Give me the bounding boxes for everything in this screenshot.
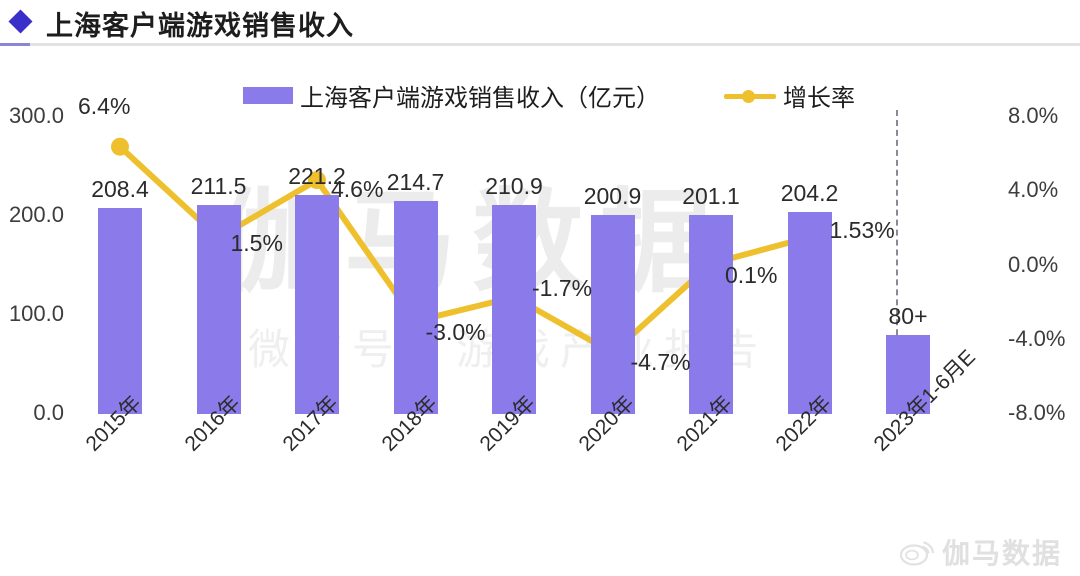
legend-swatch-bar-icon [243, 87, 293, 104]
brand-name: 伽马数据 [942, 538, 1063, 569]
y-axis-tick-left: 100.0 [8, 301, 64, 326]
growth-rate-label: 6.4% [78, 92, 131, 119]
bar-value-label: 204.2 [780, 179, 839, 206]
growth-rate-label: 0.1% [725, 261, 778, 288]
growth-rate-label: 1.5% [230, 229, 283, 256]
header-divider-accent [0, 43, 30, 46]
y-axis-tick-right: -4.0% [1008, 325, 1066, 351]
legend-label-line: 增长率 [783, 85, 855, 112]
bar[interactable] [98, 207, 142, 414]
y-axis-tick-right: 0.0% [1008, 251, 1059, 277]
y-axis-tick-left: 0.0 [33, 400, 64, 425]
bar-value-label: 211.5 [190, 172, 247, 199]
bar-value-label: 214.7 [386, 169, 445, 196]
legend-item-line[interactable]: 增长率 [724, 78, 855, 113]
bar[interactable] [787, 211, 832, 414]
y-axis-tick-left: 200.0 [8, 202, 64, 227]
growth-rate-label: 1.53% [829, 217, 895, 244]
legend-swatch-line-icon [724, 88, 776, 104]
growth-rate-label: -4.7% [630, 348, 691, 375]
bar-value-label: 221.2 [288, 163, 346, 189]
bar-value-label: 208.4 [91, 175, 149, 202]
legend-item-bars[interactable]: 上海客户端游戏销售收入（亿元） [243, 78, 660, 113]
bar[interactable] [590, 215, 635, 414]
chart-header: 上海客户端游戏销售收入 [0, 0, 1080, 46]
bar[interactable] [492, 205, 536, 414]
growth-rate-label: -1.7% [532, 275, 593, 302]
bar[interactable] [886, 334, 930, 414]
y-axis-tick-left: 300.0 [8, 103, 64, 128]
legend-label-bars: 上海客户端游戏销售收入（亿元） [300, 85, 660, 112]
bar-value-label: 200.9 [583, 183, 642, 210]
growth-rate-label: -3.0% [425, 319, 486, 346]
bar-value-label: 210.9 [485, 173, 543, 200]
y-axis-tick-right: 4.0% [1008, 177, 1059, 203]
bar[interactable] [295, 195, 339, 414]
forecast-separator [896, 110, 898, 415]
bar[interactable] [689, 214, 733, 414]
bar[interactable] [393, 201, 438, 414]
y-axis-tick-right: -8.0% [1008, 400, 1066, 425]
brand-watermark: 伽马数据 [900, 532, 1062, 572]
bar-value-label: 80+ [888, 302, 928, 329]
bar[interactable] [196, 204, 241, 414]
y-axis-tick-right: 8.0% [1008, 103, 1059, 128]
chart-legend: 上海客户端游戏销售收入（亿元） 增长率 [0, 78, 1080, 112]
bar-value-label: 201.1 [682, 182, 740, 209]
growth-rate-label: 4.6% [331, 176, 384, 203]
header-divider [0, 43, 1080, 46]
weibo-icon [900, 541, 934, 566]
page-title: 上海客户端游戏销售收入 [46, 11, 354, 41]
line-data-point[interactable] [111, 137, 129, 156]
